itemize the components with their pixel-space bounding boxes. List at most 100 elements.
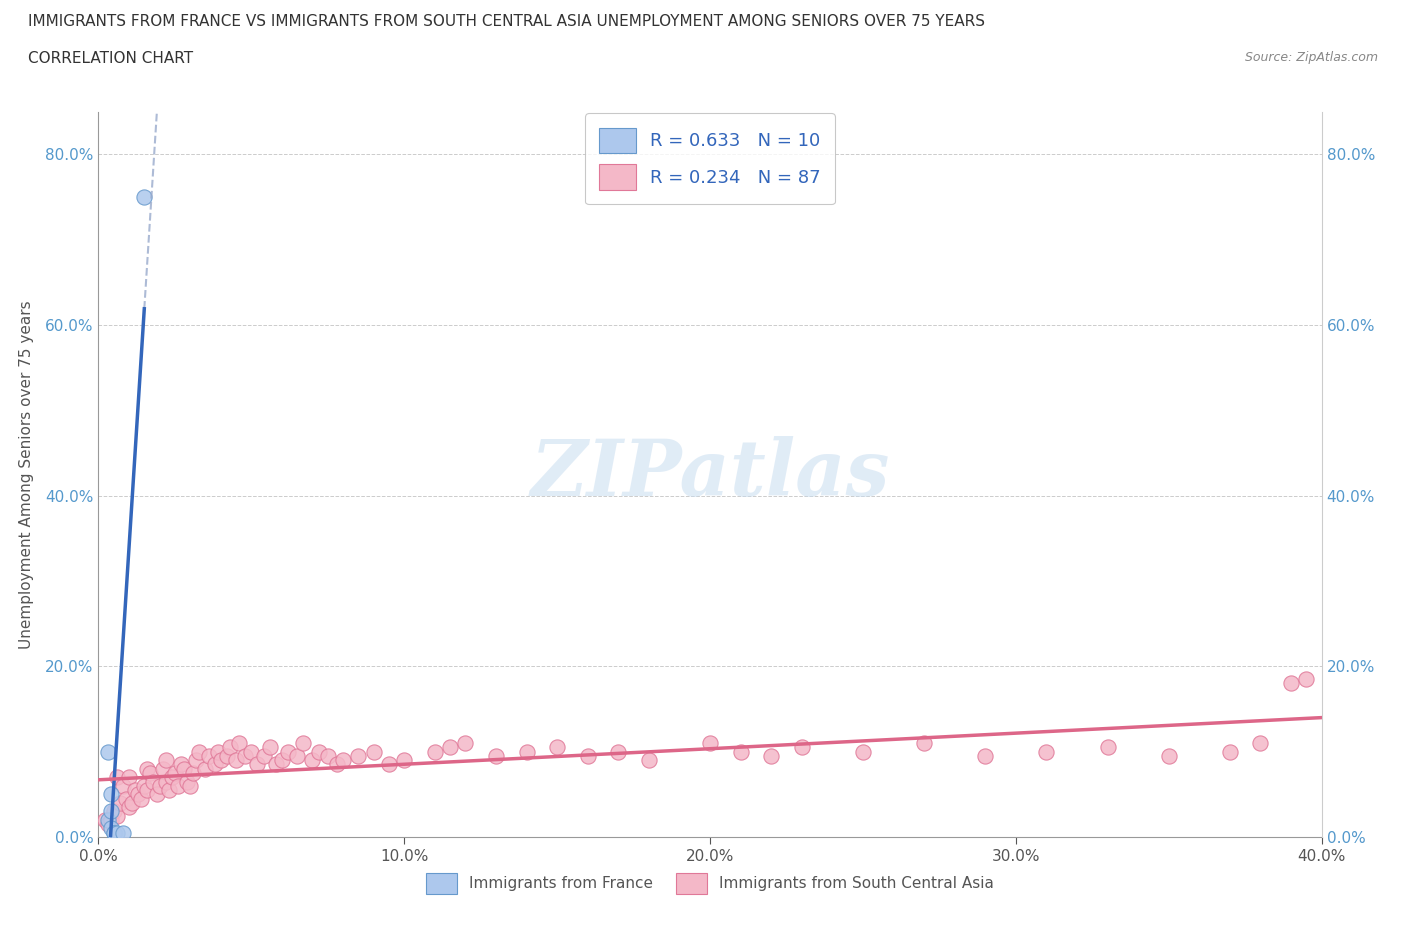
Point [219,740,242,755]
Point [252,749,274,764]
Point [194,762,217,777]
Point [454,736,477,751]
Point [179,778,201,793]
Point [326,757,349,772]
Text: IMMIGRANTS FROM FRANCE VS IMMIGRANTS FROM SOUTH CENTRAL ASIA UNEMPLOYMENT AMONG : IMMIGRANTS FROM FRANCE VS IMMIGRANTS FRO… [28,14,986,29]
Point [759,749,782,764]
Point [103,825,125,840]
Text: Source: ZipAtlas.com: Source: ZipAtlas.com [1244,51,1378,64]
Point [285,749,308,764]
Point [163,765,186,780]
Point [134,190,156,205]
Point [1295,671,1317,686]
Point [1157,749,1180,764]
Text: CORRELATION CHART: CORRELATION CHART [28,51,193,66]
Point [197,749,219,764]
Point [124,783,146,798]
Point [246,757,269,772]
Point [167,778,190,793]
Point [576,749,599,764]
Point [142,774,165,789]
Legend: Immigrants from France, Immigrants from South Central Asia: Immigrants from France, Immigrants from … [419,865,1001,902]
Point [100,813,122,828]
Point [136,762,159,777]
Point [97,744,120,759]
Point [118,800,141,815]
Point [209,752,232,767]
Point [1035,744,1057,759]
Point [136,783,159,798]
Point [139,765,162,780]
Point [127,787,149,802]
Point [157,783,180,798]
Point [301,752,323,767]
Point [699,736,721,751]
Point [546,740,568,755]
Point [118,770,141,785]
Point [97,817,120,831]
Point [225,752,247,767]
Point [485,749,508,764]
Point [207,744,229,759]
Point [186,752,208,767]
Point [1097,740,1119,755]
Point [1219,744,1241,759]
Point [204,757,226,772]
Point [149,778,172,793]
Point [111,778,134,793]
Point [152,762,174,777]
Point [160,770,183,785]
Point [155,774,177,789]
Point [378,757,401,772]
Point [111,825,134,840]
Point [115,791,138,806]
Point [790,740,813,755]
Point [363,744,385,759]
Y-axis label: Unemployment Among Seniors over 75 years: Unemployment Among Seniors over 75 years [18,300,34,648]
Point [277,744,299,759]
Point [228,736,250,751]
Point [270,752,292,767]
Point [240,744,263,759]
Point [103,825,125,840]
Point [181,765,204,780]
Point [188,744,211,759]
Point [233,749,256,764]
Point [105,770,128,785]
Point [100,804,122,818]
Point [264,757,287,772]
Point [108,795,131,810]
Text: ZIPatlas: ZIPatlas [530,436,890,512]
Point [439,740,461,755]
Point [129,791,152,806]
Point [912,736,935,751]
Point [100,787,122,802]
Point [637,752,661,767]
Point [93,813,115,828]
Point [170,757,193,772]
Point [292,736,315,751]
Point [730,744,752,759]
Point [332,752,354,767]
Point [392,752,416,767]
Point [145,787,167,802]
Point [516,744,538,759]
Point [1279,676,1302,691]
Point [974,749,997,764]
Point [97,813,120,828]
Point [100,821,122,836]
Point [316,749,339,764]
Point [121,795,143,810]
Point [852,744,875,759]
Point [259,740,281,755]
Point [155,752,177,767]
Point [347,749,370,764]
Point [173,762,195,777]
Point [176,774,198,789]
Point [134,778,156,793]
Point [105,825,128,840]
Point [423,744,446,759]
Point [103,804,125,818]
Point [215,749,238,764]
Point [1249,736,1271,751]
